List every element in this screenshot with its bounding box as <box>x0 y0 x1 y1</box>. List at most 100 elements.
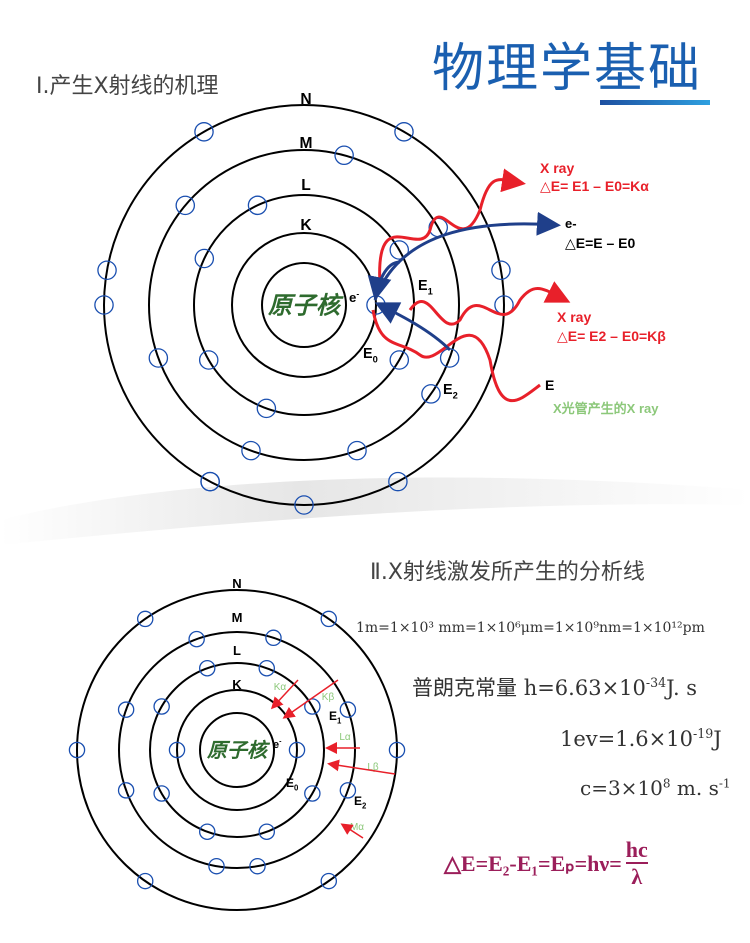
analysis-line-arrows <box>270 679 396 839</box>
electron <box>194 122 214 142</box>
c-unit: m. s <box>670 776 719 800</box>
energy-formula: △E=E₂-E₁=Eₚ=hν= hc λ <box>444 838 648 890</box>
electron-volt: 1ev=1.6×10-19J <box>560 726 722 751</box>
shell-label-N: N <box>300 91 311 108</box>
electron <box>200 471 220 492</box>
electron <box>389 240 410 260</box>
shell-label-K: K <box>232 677 242 692</box>
level-e2: E2 <box>443 382 458 400</box>
planck-unit: J. s <box>666 676 698 700</box>
xray-beta-wave <box>408 281 571 326</box>
electron <box>304 698 321 715</box>
ev-unit: J <box>713 727 722 751</box>
electron <box>175 195 196 216</box>
electron <box>491 260 511 281</box>
unit-conversion: 1m=1×10³ mm=1×10⁶μm=1×10⁹nm=1×10¹²pm <box>356 620 705 636</box>
incident-energy-label: E <box>545 377 554 393</box>
e1-transition-path <box>367 260 401 301</box>
title-underline <box>600 100 710 105</box>
xray-beta-formula: △E= E2 – E0=Kβ <box>557 328 666 344</box>
ejected-electron-formula: △E=E – E0 <box>565 235 636 251</box>
analysis-line-label: Mα <box>350 822 364 833</box>
nucleus-label: 原子核 <box>268 292 344 319</box>
formula-text: △E=E₂-E₁=Eₚ=hν= <box>444 851 622 876</box>
shell-ring <box>118 631 356 869</box>
shell-label-N: N <box>232 576 241 591</box>
ejected-electron-label: e- <box>565 216 577 231</box>
shell-label-L: L <box>233 643 241 658</box>
shell-ring <box>149 662 325 838</box>
level-e0: E0 <box>363 346 378 364</box>
electron <box>247 195 268 216</box>
planck-exp: -34 <box>645 675 667 690</box>
shell-ring <box>261 262 347 348</box>
electron <box>304 785 321 802</box>
atom-diagram-1: 原子核 N M L Ke- E0 E1 E2 X ray △E= E1 – E0=Kα e- △E=E… <box>94 91 666 515</box>
electron <box>394 122 414 142</box>
level-e1: E1 <box>418 278 433 296</box>
electron <box>117 782 135 799</box>
electron-paths <box>367 211 561 352</box>
analysis-line-label: Kβ <box>322 692 335 703</box>
planck-value: h=6.63×10 <box>523 676 646 700</box>
xray-beta-title: X ray <box>557 309 591 325</box>
planck-constant: 普朗克常量 h=6.63×10-34J. s <box>412 672 697 702</box>
electron <box>188 630 205 648</box>
c-exp: 8 <box>662 776 671 791</box>
shell-ring <box>176 689 298 811</box>
electron <box>198 350 219 370</box>
electron <box>339 782 357 799</box>
shell-ring <box>148 149 460 461</box>
electron <box>320 872 338 890</box>
electron-label: e- <box>273 738 282 751</box>
section1-heading: Ⅰ.产生X射线的机理 <box>36 74 219 99</box>
electron <box>421 384 441 404</box>
level-e0: E0 <box>286 776 299 793</box>
electron <box>68 741 86 759</box>
analysis-line-label: Lβ <box>367 762 379 773</box>
electron <box>256 398 277 419</box>
electron <box>334 145 354 166</box>
nucleus-label: 原子核 <box>206 739 271 762</box>
c-unit-exp: -1 <box>718 776 731 791</box>
fraction: hc λ <box>625 837 648 890</box>
ejected-electron-path <box>373 211 561 301</box>
m-alpha-arrow <box>340 823 364 839</box>
shell-ring <box>199 712 275 788</box>
electron <box>294 495 314 515</box>
xray-alpha-wave <box>378 168 526 286</box>
electron <box>194 248 215 269</box>
electron <box>153 785 170 802</box>
xray-alpha-formula: △E= E1 – E0=Kα <box>540 178 649 194</box>
analysis-line-label: Lα <box>339 732 351 743</box>
electron <box>288 741 306 759</box>
e2-transition-path <box>374 302 452 352</box>
electron <box>388 741 406 759</box>
k-beta-arrow <box>282 679 339 719</box>
shell-label-K: K <box>300 217 312 234</box>
electron <box>198 823 216 841</box>
xray-alpha-title: X ray <box>540 160 574 176</box>
shell-ring <box>103 104 505 506</box>
planck-label: 普朗克常量 <box>412 676 517 700</box>
incident-xray-wave <box>371 309 541 403</box>
denominator: λ <box>631 864 643 889</box>
numerator: hc <box>625 837 648 864</box>
electron <box>265 629 282 647</box>
electron <box>153 698 170 715</box>
electron <box>241 440 261 461</box>
speed-of-light: c=3×108 m. s-1 <box>580 776 731 800</box>
shell-ring <box>76 589 398 911</box>
electron <box>97 260 117 281</box>
electron <box>94 295 114 315</box>
analysis-line-label: Kα <box>274 682 287 693</box>
xray-tube-caption: X光管产生的X ray <box>553 401 659 416</box>
decorative-swoosh <box>0 477 750 545</box>
electron <box>249 857 266 875</box>
electron <box>389 350 410 370</box>
ev-value: 1ev=1.6×10 <box>560 727 693 751</box>
shell-label-L: L <box>301 177 311 194</box>
electron <box>136 610 154 628</box>
